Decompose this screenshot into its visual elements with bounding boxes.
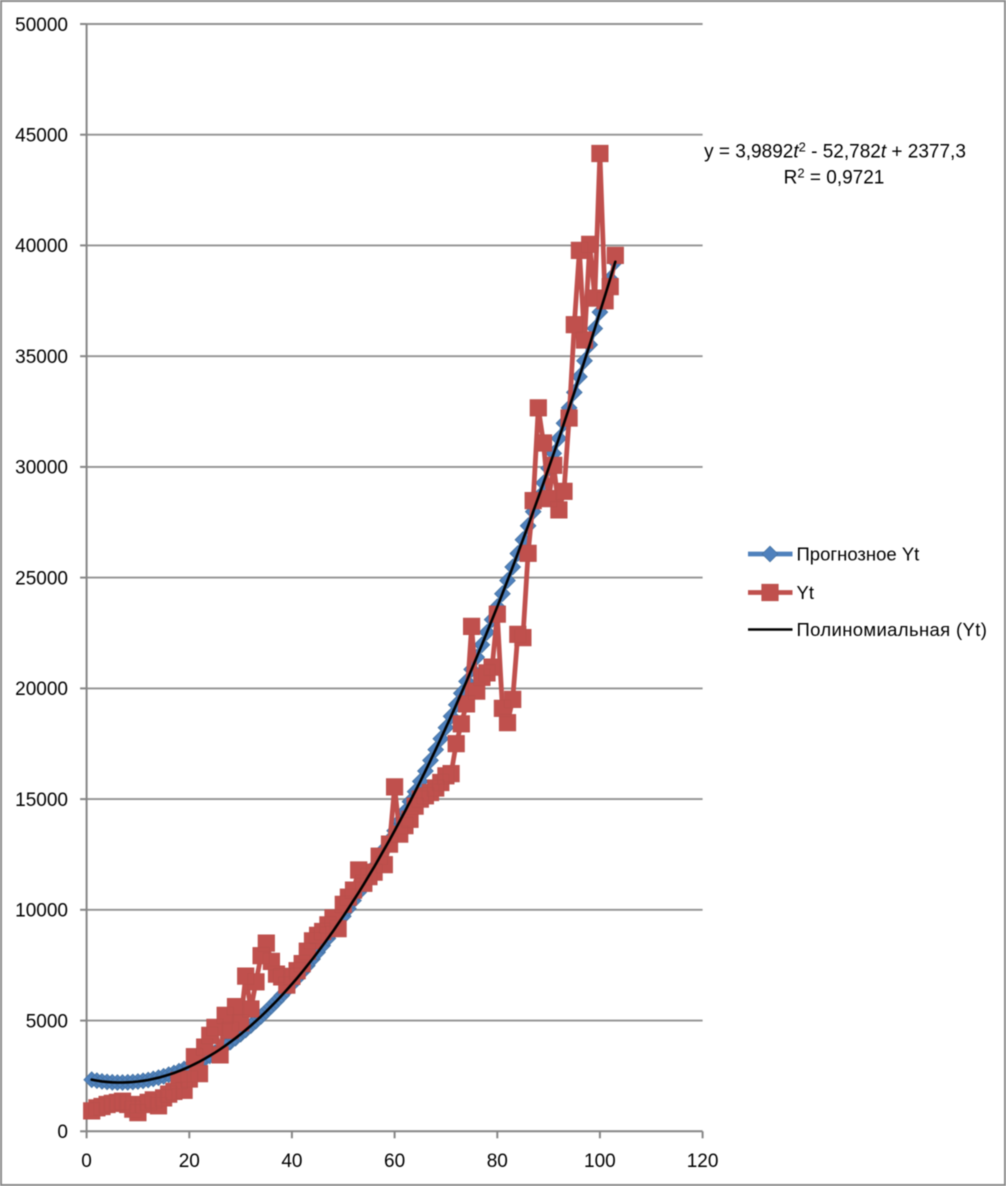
svg-text:120: 120 (687, 1151, 719, 1172)
svg-text:0: 0 (57, 1122, 68, 1143)
svg-text:100: 100 (584, 1151, 616, 1172)
svg-text:60: 60 (384, 1151, 405, 1172)
svg-text:Полиномиальная (Yt): Полиномиальная (Yt) (797, 619, 988, 640)
svg-text:R2 = 0,9721: R2 = 0,9721 (784, 166, 885, 189)
svg-text:25000: 25000 (15, 568, 68, 589)
svg-text:50000: 50000 (15, 15, 68, 36)
svg-text:y = 3,9892t2 - 52,782t + 2377,: y = 3,9892t2 - 52,782t + 2377,3 (704, 140, 966, 163)
svg-text:45000: 45000 (15, 126, 68, 147)
svg-text:20: 20 (179, 1151, 200, 1172)
svg-text:10000: 10000 (15, 901, 68, 922)
svg-text:30000: 30000 (15, 458, 68, 479)
svg-text:40: 40 (281, 1151, 302, 1172)
svg-text:0: 0 (81, 1151, 92, 1172)
svg-text:Yt: Yt (797, 582, 814, 603)
svg-text:15000: 15000 (15, 790, 68, 811)
svg-text:Прогнозное Yt: Прогнозное Yt (797, 544, 920, 565)
svg-text:80: 80 (487, 1151, 508, 1172)
svg-text:20000: 20000 (15, 679, 68, 700)
svg-text:40000: 40000 (15, 236, 68, 257)
svg-text:35000: 35000 (15, 347, 68, 368)
svg-text:5000: 5000 (26, 1011, 68, 1032)
